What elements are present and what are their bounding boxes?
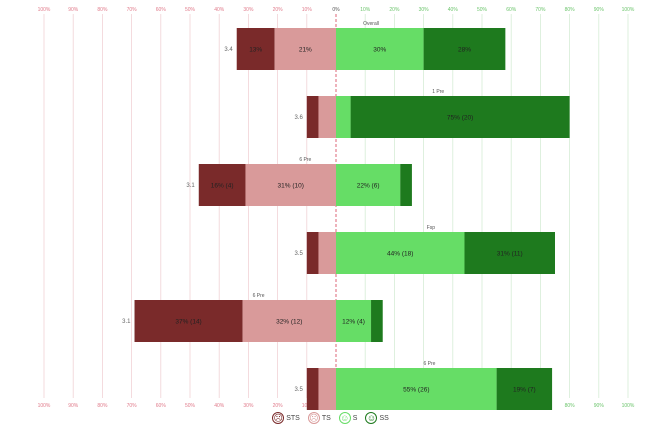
smile-face-icon: ☺ bbox=[338, 412, 351, 424]
frown-face-icon: ☹ bbox=[307, 412, 320, 424]
top-tick-label: 80% bbox=[565, 7, 576, 13]
top-tick-label: 10% bbox=[302, 7, 313, 13]
group-title: Overall bbox=[363, 21, 379, 27]
bar-segment bbox=[336, 368, 497, 410]
data-label: 75% (20) bbox=[447, 115, 473, 122]
data-label: 12% (4) bbox=[342, 319, 365, 326]
bottom-tick-label: 90% bbox=[68, 403, 79, 409]
legend-item-sts: ☹ STS bbox=[272, 412, 300, 424]
top-tick-label: 40% bbox=[448, 7, 459, 13]
bar-segment bbox=[336, 232, 465, 274]
bottom-tick-label: 80% bbox=[565, 403, 576, 409]
top-tick-label: 0% bbox=[332, 7, 340, 13]
legend-label-ts: TS bbox=[321, 414, 331, 422]
top-tick-label: 30% bbox=[419, 7, 430, 13]
top-tick-label: 70% bbox=[535, 7, 546, 13]
data-label: 55% (26) bbox=[403, 387, 429, 394]
group-title: 6 Pre bbox=[423, 361, 435, 367]
bar-segment bbox=[306, 96, 319, 138]
data-label: 30% bbox=[373, 47, 386, 54]
group-title: Fsp bbox=[427, 225, 436, 231]
bottom-tick-label: 40% bbox=[214, 403, 225, 409]
legend-item-ss: ☺ SS bbox=[365, 412, 389, 424]
bottom-tick-label: 30% bbox=[243, 403, 254, 409]
top-tick-label: 30% bbox=[243, 7, 254, 13]
data-label: 32% (12) bbox=[276, 319, 302, 326]
data-label: 21% bbox=[299, 47, 312, 54]
group-title: 6 Pre bbox=[253, 293, 265, 299]
data-label: 19% (7) bbox=[513, 387, 536, 394]
bar-segment bbox=[134, 300, 243, 342]
data-label: 31% (11) bbox=[497, 251, 523, 258]
top-tick-label: 90% bbox=[594, 7, 605, 13]
top-tick-label: 50% bbox=[477, 7, 488, 13]
bottom-tick-label: 90% bbox=[594, 403, 605, 409]
bar-segment bbox=[245, 164, 336, 206]
data-label: 44% (18) bbox=[387, 251, 413, 258]
diverging-bar-chart: 100% 90% 80% 70% 60% 50% 40% 30% 20% 10% 0% 10% 20% 3… bbox=[38, 7, 635, 410]
group-title: 6 Pre bbox=[299, 157, 311, 163]
top-tick-label: 50% bbox=[185, 7, 196, 13]
bar-segment bbox=[242, 300, 336, 342]
bar-segment bbox=[236, 28, 275, 70]
bar-segment bbox=[306, 368, 319, 410]
bar-segment bbox=[423, 28, 506, 70]
bottom-tick-label: 50% bbox=[185, 403, 196, 409]
bar-segment bbox=[400, 164, 412, 206]
row-score-label: 3.4 bbox=[224, 47, 233, 53]
bar-segment bbox=[318, 368, 336, 410]
row-score-label: 3.1 bbox=[122, 319, 131, 325]
top-tick-label: 90% bbox=[68, 7, 79, 13]
bar-segment bbox=[336, 300, 372, 342]
legend-label-s: S bbox=[352, 414, 358, 422]
bar-segment bbox=[371, 300, 383, 342]
frown-face-icon: ☹ bbox=[272, 412, 285, 424]
legend-item-ts: ☹ TS bbox=[307, 412, 331, 424]
bar-segment bbox=[336, 28, 424, 70]
bar-segment bbox=[274, 28, 336, 70]
data-label: 13% bbox=[249, 47, 262, 54]
legend: ☹ STS ☹ TS ☺ S ☺ SS bbox=[0, 412, 661, 424]
legend-label-ss: SS bbox=[379, 414, 389, 422]
data-label: 22% (6) bbox=[357, 183, 380, 190]
row-score-label: 3.6 bbox=[294, 115, 303, 121]
top-tick-label: 70% bbox=[127, 7, 138, 13]
row-score-label: 3.5 bbox=[294, 251, 303, 257]
row-score-label: 3.1 bbox=[186, 183, 195, 189]
bar-segment bbox=[318, 96, 336, 138]
top-tick-label: 100% bbox=[38, 7, 51, 13]
row-score-label: 3.5 bbox=[294, 387, 303, 393]
bar-segment bbox=[336, 96, 351, 138]
bottom-tick-label: 70% bbox=[127, 403, 138, 409]
top-tick-label: 80% bbox=[97, 7, 108, 13]
data-label: 16% (4) bbox=[211, 183, 234, 190]
data-label: 28% bbox=[458, 47, 471, 54]
smile-face-icon: ☺ bbox=[365, 412, 378, 424]
top-tick-label: 40% bbox=[214, 7, 225, 13]
top-tick-label: 10% bbox=[360, 7, 371, 13]
legend-label-sts: STS bbox=[286, 414, 300, 422]
bar-segment bbox=[464, 232, 555, 274]
bottom-tick-label: 100% bbox=[38, 403, 51, 409]
top-tick-label: 20% bbox=[273, 7, 284, 13]
legend-item-s: ☺ S bbox=[338, 412, 358, 424]
bar-segment bbox=[350, 96, 570, 138]
top-tick-label: 60% bbox=[156, 7, 167, 13]
data-label: 31% (10) bbox=[278, 183, 304, 190]
bar-segment bbox=[336, 164, 401, 206]
bottom-tick-label: 80% bbox=[97, 403, 108, 409]
bar-segment bbox=[306, 232, 319, 274]
bar-segment bbox=[318, 232, 336, 274]
bottom-tick-label: 100% bbox=[622, 403, 635, 409]
bottom-tick-label: 60% bbox=[156, 403, 167, 409]
bottom-tick-label: 20% bbox=[273, 403, 284, 409]
top-tick-label: 20% bbox=[389, 7, 400, 13]
top-tick-label: 100% bbox=[622, 7, 635, 13]
top-tick-label: 60% bbox=[506, 7, 517, 13]
data-label: 37% (14) bbox=[175, 319, 201, 326]
group-title: 1 Pre bbox=[432, 89, 444, 95]
bar-segment bbox=[496, 368, 553, 410]
bar-segment bbox=[198, 164, 246, 206]
